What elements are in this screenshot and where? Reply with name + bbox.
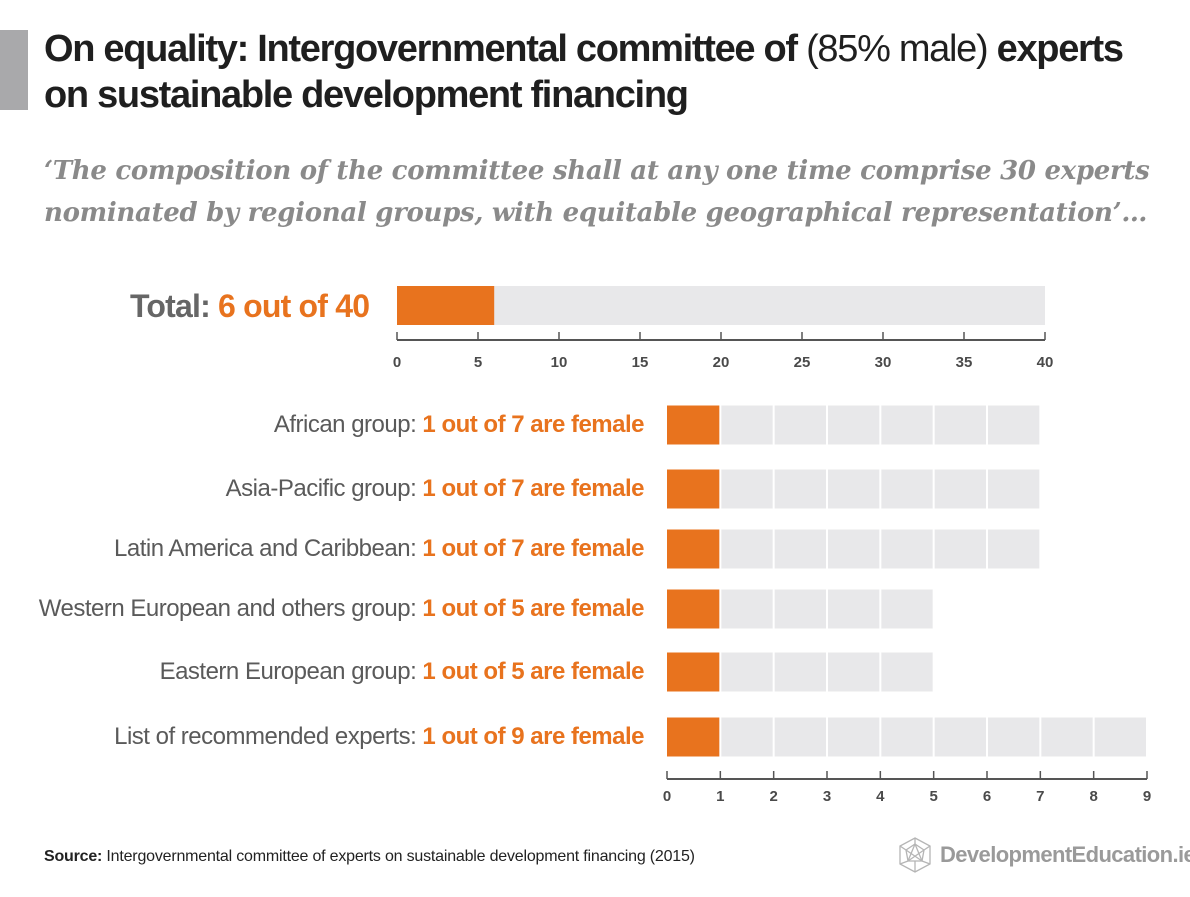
total-x-tick-label: 10 [551,354,568,371]
region-x-tick-label: 1 [716,788,724,805]
total-value-text: 6 out of 40 [218,288,370,324]
total-x-tick-label: 35 [956,354,973,371]
geodesic-sphere-icon [899,837,931,873]
region-x-tick-label: 3 [823,788,831,805]
seat-bar [988,529,1040,569]
female-seat-bar [667,717,720,757]
female-seat-bar [667,405,720,445]
total-label: Total: 6 out of 40 [130,288,370,325]
seat-bar [881,589,933,629]
total-x-tick-label: 0 [393,354,401,371]
seat-bar [774,529,826,569]
female-seat-bar [667,652,720,692]
seat-bar [774,405,826,445]
region-x-tick-label: 6 [983,788,991,805]
committee-quote: ‘The composition of the committee shall … [44,156,1150,228]
row-label: Western European and others group: 1 out… [38,595,645,623]
row-female-count: 1 out of 7 are female [422,411,644,438]
total-x-tick-label: 5 [474,354,482,371]
seat-bar [1041,717,1093,757]
row-female-count: 1 out of 7 are female [422,535,644,562]
seat-bar [721,589,773,629]
female-seat-bar [667,469,720,509]
seat-bar [721,652,773,692]
source-note: Source: Intergovernmental committee of e… [44,848,695,866]
page-title: On equality: Intergovernmental committee… [44,26,1164,118]
total-x-tick-label: 25 [794,354,811,371]
row-group-name: Latin America and Caribbean: [114,535,417,562]
region-x-tick-label: 4 [876,788,885,805]
seat-bar [774,717,826,757]
row-group-name: Asia-Pacific group: [225,475,417,502]
seat-bar [934,405,986,445]
seat-bar [828,405,880,445]
total-seats-bar [397,286,1045,325]
row-label: African group: 1 out of 7 are female [273,411,645,439]
row-label: List of recommended experts: 1 out of 9 … [114,723,644,751]
seat-bar [721,405,773,445]
seat-bar [828,529,880,569]
seat-bar [828,717,880,757]
seat-bar [721,529,773,569]
seat-bar [774,589,826,629]
row-group-name: African group: [273,411,417,438]
source-label: Source: [44,848,103,865]
seat-bar [721,717,773,757]
seat-bar [881,529,933,569]
total-label-prefix: Total: [130,288,211,324]
seat-bar [774,469,826,509]
row-group-name: List of recommended experts: [114,723,417,750]
seat-bar [881,469,933,509]
seat-bar [881,405,933,445]
region-x-tick-label: 2 [769,788,777,805]
female-seat-bar [667,529,720,569]
seat-bar [828,469,880,509]
seat-bar [988,717,1040,757]
row-group-name: Western European and others group: [38,595,417,622]
seat-bar [934,469,986,509]
row-label: Asia-Pacific group: 1 out of 7 are femal… [225,475,645,503]
title-part-2: (85% male) [806,28,989,70]
region-x-tick-label: 0 [663,788,671,805]
row-group-name: Eastern European group: [159,658,417,685]
seat-bar [828,589,880,629]
logo-text: DevelopmentEducation.ie [940,842,1190,867]
seat-bar [1094,717,1146,757]
region-x-tick-label: 8 [1089,788,1097,805]
row-female-count: 1 out of 9 are female [422,723,644,750]
source-text: Intergovernmental committee of experts o… [106,848,695,865]
region-x-tick-label: 5 [929,788,937,805]
region-x-tick-label: 9 [1143,788,1151,805]
female-seat-bar [667,589,720,629]
total-female-bar [397,286,495,325]
row-female-count: 1 out of 5 are female [422,595,644,622]
region-x-tick-label: 7 [1036,788,1044,805]
seat-bar [721,469,773,509]
title-part-1: On equality: Intergovernmental committee… [44,28,798,70]
seat-bar [881,717,933,757]
seat-bar [934,717,986,757]
title-part-3: experts on sustainable development finan… [44,28,1124,116]
seat-bar [774,652,826,692]
row-label: Latin America and Caribbean: 1 out of 7 … [114,535,644,563]
logo: DevelopmentEducation.ie [896,836,1190,874]
seat-bar [988,405,1040,445]
title-accent-bar [0,30,28,110]
total-x-tick-label: 40 [1037,354,1054,371]
row-female-count: 1 out of 5 are female [422,658,644,685]
seat-bar [988,469,1040,509]
seat-bar [828,652,880,692]
row-female-count: 1 out of 7 are female [422,475,644,502]
total-x-tick-label: 30 [875,354,892,371]
row-label: Eastern European group: 1 out of 5 are f… [159,658,645,686]
seat-bar [881,652,933,692]
total-x-tick-label: 15 [632,354,649,371]
total-x-tick-label: 20 [713,354,730,371]
seat-bar [934,529,986,569]
